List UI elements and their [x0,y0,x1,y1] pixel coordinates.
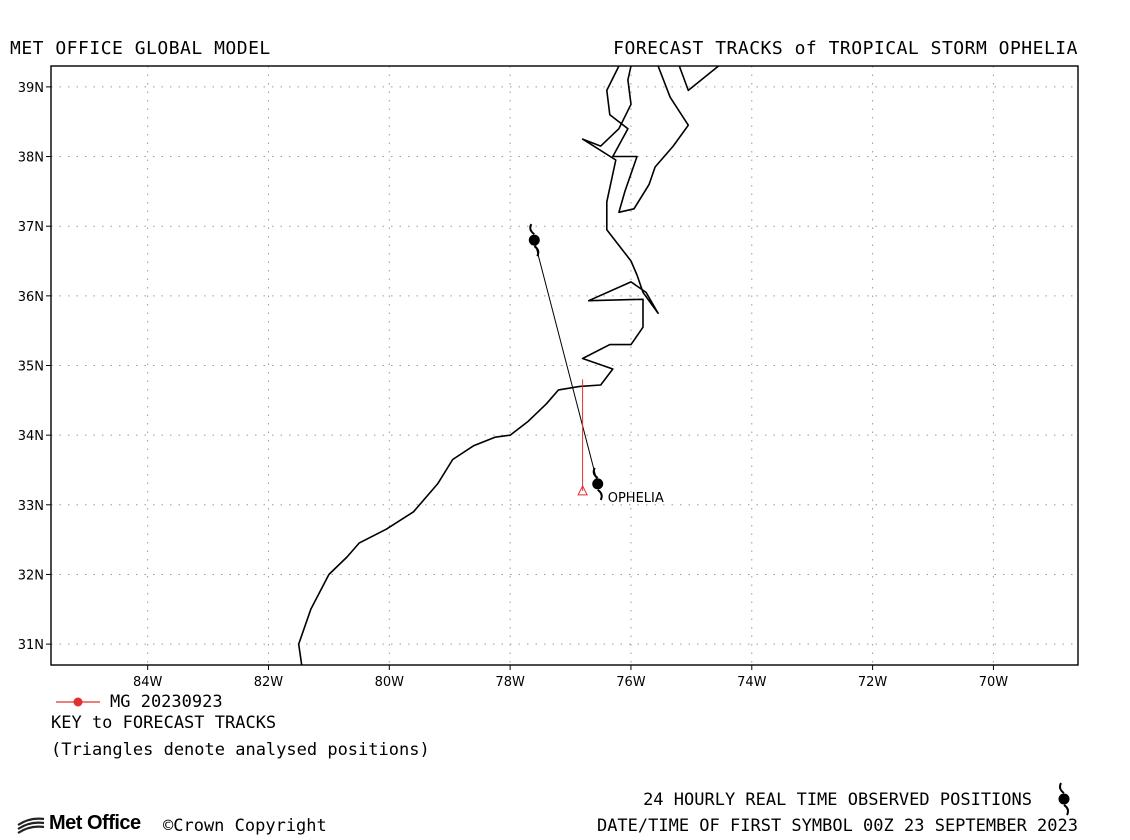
storm-symbol-arm [529,223,535,235]
x-tick-label: 76W [616,675,646,690]
chart-header-left: MET OFFICE GLOBAL MODEL [10,38,271,59]
tropical-storm-symbol-icon [1058,782,1070,816]
coastline-segment [605,66,690,214]
met-office-swirl-icon [17,817,45,834]
y-tick-label: 39N [18,81,44,96]
legend-note: (Triangles denote analysed positions) [51,740,430,760]
legend-title: KEY to FORECAST TRACKS [51,713,277,733]
storm-symbol-arm [597,489,603,501]
x-tick-label: 72W [858,675,888,690]
observed-track-line [533,239,599,485]
copyright-notice: ©Crown Copyright [163,816,327,836]
first-symbol-datetime: DATE/TIME OF FIRST SYMBOL 00Z 23 SEPTEMB… [596,816,1078,836]
analysed-position-triangle [577,484,588,496]
y-tick-label: 36N [18,290,44,305]
x-tick-label: 82W [254,675,284,690]
y-tick-label: 31N [18,638,44,653]
chart-header-right: FORECAST TRACKS of TROPICAL STORM OPHELI… [613,38,1078,59]
y-tick-label: 35N [18,360,44,375]
coastline-segment [297,66,659,665]
storm-symbol-arm [592,467,599,479]
x-tick-label: 84W [133,675,163,690]
coastline [297,66,720,665]
storm-symbol-arm [533,245,540,257]
map-gridlines [51,66,1078,665]
legend-forecast-line-icon [56,697,100,707]
storm-symbol-core [592,478,604,490]
x-tick-label: 70W [979,675,1009,690]
tropical-storm-symbol [592,467,604,501]
observed-positions-caption: 24 HOURLY REAL TIME OBSERVED POSITIONS [643,790,1032,810]
y-tick-label: 34N [18,429,44,444]
x-tick-label: 78W [495,675,525,690]
met-office-logo: Met Office [16,812,141,835]
axis-ticks: 84W 82W 80W 78W 76W 74W 72W 70W 31N 32N 33N 34N 35N 3… [18,81,1009,690]
storm-symbol-core [528,234,540,246]
x-tick-label: 74W [737,675,767,690]
storm-tracks: OPHELIA [528,223,664,506]
coastline-segment [678,66,720,92]
tropical-storm-symbol [528,223,540,257]
y-tick-label: 38N [18,151,44,166]
y-tick-label: 33N [18,499,44,514]
map-frame [50,65,1079,666]
x-tick-label: 80W [375,675,405,690]
y-tick-label: 37N [18,220,44,235]
met-office-logo-text: Met Office [49,812,141,834]
y-tick-label: 32N [18,568,44,583]
storm-name-label: OPHELIA [608,491,664,506]
legend-entry-label: MG 20230923 [110,692,223,712]
